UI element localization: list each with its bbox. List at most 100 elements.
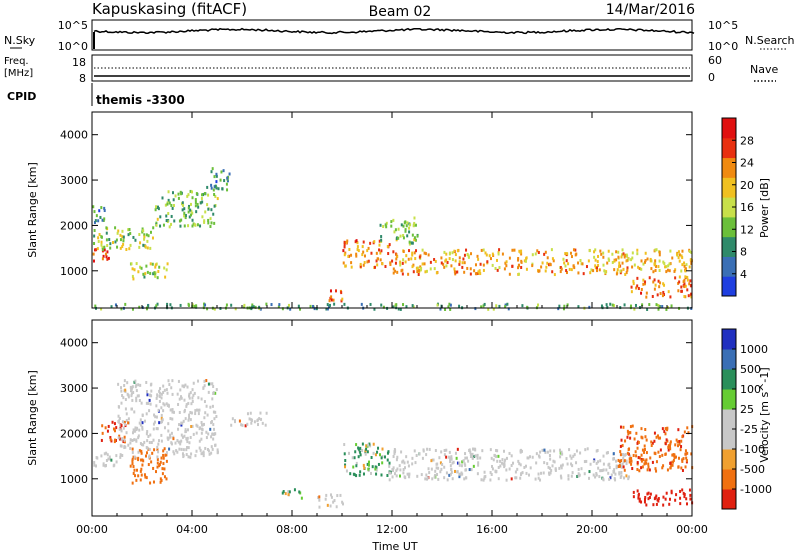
power-cell — [448, 257, 451, 261]
velocity-cell — [205, 379, 208, 383]
colorbar-segment — [722, 449, 736, 470]
velocity-cell — [148, 441, 151, 445]
velocity-cell — [643, 444, 646, 448]
velocity-cell — [578, 473, 581, 477]
velocity-cell — [496, 449, 499, 453]
velocity-cell — [631, 424, 634, 428]
velocity-cell — [119, 424, 122, 428]
power-cell — [564, 252, 567, 256]
power-cell — [599, 249, 602, 253]
velocity-cell — [130, 394, 133, 398]
power-cell — [200, 197, 203, 201]
velocity-cell — [167, 429, 170, 433]
velocity-cell — [543, 448, 546, 452]
velocity-cell — [677, 428, 680, 432]
velocity-cell — [147, 401, 150, 405]
power-cell — [399, 260, 402, 264]
velocity-cell — [102, 462, 105, 466]
power-cell — [326, 307, 329, 311]
velocity-cell — [214, 443, 217, 447]
velocity-cell — [537, 472, 540, 476]
velocity-cell — [202, 386, 205, 390]
velocity-cell — [448, 450, 451, 454]
velocity-cell — [613, 468, 616, 472]
velocity-cell — [181, 452, 184, 456]
power-cell — [161, 196, 164, 200]
velocity-cell — [201, 423, 204, 427]
nsky-line — [93, 27, 695, 35]
velocity-cell — [471, 456, 474, 460]
power-cell — [621, 261, 624, 265]
velocity-cell — [246, 412, 249, 416]
power-cell — [184, 213, 187, 217]
velocity-cell — [503, 465, 506, 469]
power-cell — [380, 235, 383, 239]
power-cell — [653, 287, 656, 291]
power-cell — [391, 259, 394, 263]
velocity-cell — [617, 458, 620, 462]
velocity-cell — [121, 420, 124, 424]
velocity-cell — [190, 425, 193, 429]
velocity-cell — [349, 472, 352, 476]
power-cell — [600, 252, 603, 256]
velocity-cell — [152, 438, 155, 442]
velocity-cell — [679, 496, 682, 500]
velocity-cell — [623, 468, 626, 472]
velocity-cell — [644, 435, 647, 439]
velocity-cell — [427, 467, 430, 471]
velocity-cell — [180, 396, 183, 400]
velocity-cell — [162, 402, 165, 406]
power-cell — [453, 267, 456, 271]
velocity-cell — [204, 411, 207, 415]
power-cell — [689, 258, 692, 262]
power-cell — [545, 265, 548, 269]
velocity-cell — [688, 488, 691, 492]
velocity-cell — [483, 476, 486, 480]
velocity-cell — [407, 464, 410, 468]
velocity-cell — [664, 452, 667, 456]
velocity-cell — [135, 383, 138, 387]
power-cell — [663, 262, 666, 266]
velocity-cell — [156, 445, 159, 449]
power-cell — [504, 261, 507, 265]
power-cell — [504, 303, 507, 307]
power-cell — [109, 242, 112, 246]
power-cell — [181, 201, 184, 205]
velocity-cell — [464, 456, 467, 460]
power-cell — [633, 307, 636, 311]
velocity-cell — [259, 411, 262, 415]
power-cell — [537, 303, 540, 307]
power-cell — [631, 265, 634, 269]
power-data — [92, 167, 693, 311]
velocity-cell — [318, 498, 321, 502]
power-cell — [202, 193, 205, 197]
velocity-cell — [658, 455, 661, 459]
velocity-cell — [250, 421, 253, 425]
velocity-cell — [129, 446, 132, 450]
power-cell — [655, 303, 658, 307]
velocity-cell — [181, 421, 184, 425]
velocity-cell — [140, 449, 143, 453]
velocity-cell — [514, 470, 517, 474]
velocity-cell — [398, 464, 401, 468]
power-cell — [552, 259, 555, 263]
power-cell — [146, 270, 149, 274]
power-cell — [375, 259, 378, 263]
power-cell — [636, 248, 639, 252]
velocity-cell — [568, 448, 571, 452]
power-cell — [145, 264, 148, 268]
power-cell — [166, 220, 169, 224]
power-cell — [598, 268, 601, 272]
velocity-cell — [347, 451, 350, 455]
power-cell — [402, 234, 405, 238]
power-cell — [379, 251, 382, 255]
velocity-cell — [445, 455, 448, 459]
power-cell — [154, 208, 157, 212]
power-cell — [243, 303, 246, 307]
velocity-cell — [195, 431, 198, 435]
velocity-cell — [449, 457, 452, 461]
velocity-cell — [188, 396, 191, 400]
velocity-cell — [469, 453, 472, 457]
nsky-label: N.Sky — [4, 34, 36, 47]
